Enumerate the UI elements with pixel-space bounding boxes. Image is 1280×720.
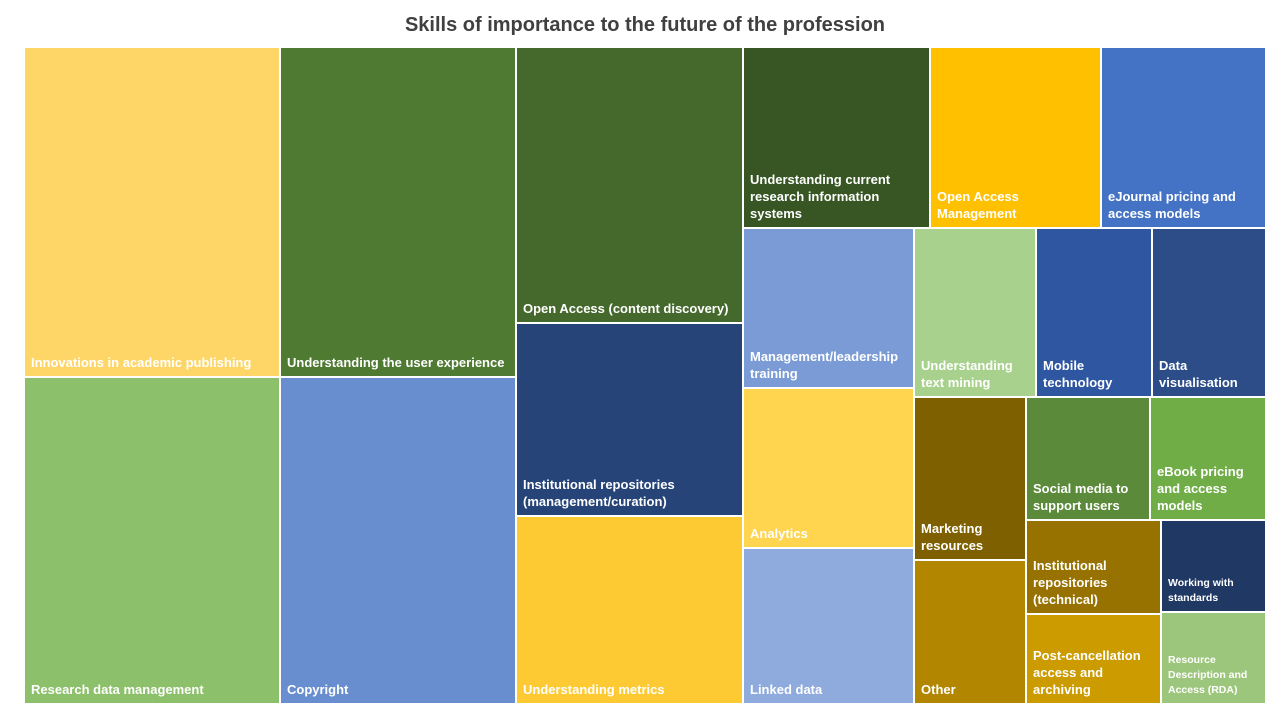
treemap-tile: Linked data	[743, 548, 914, 704]
tile-label: Understanding current research informati…	[750, 172, 891, 221]
tile-label: Understanding text mining	[921, 358, 1013, 390]
treemap-tile: eJournal pricing and access models	[1101, 47, 1266, 228]
tile-label: Social media to support users	[1033, 481, 1129, 513]
treemap-tile: Open Access Management	[930, 47, 1101, 228]
tile-label: Linked data	[750, 682, 823, 697]
treemap-tile: Social media to support users	[1026, 397, 1150, 520]
tile-label: Post-cancellation access and archiving	[1033, 648, 1141, 697]
treemap-tile: Understanding text mining	[914, 228, 1036, 397]
treemap-tile: Resource Description and Access (RDA)	[1161, 612, 1266, 704]
treemap-tile: Institutional repositories (technical)	[1026, 520, 1161, 614]
treemap-tile: Understanding metrics	[516, 516, 743, 704]
tile-label: Innovations in academic publishing	[31, 355, 252, 370]
tile-label: Working with standards	[1168, 577, 1234, 604]
tile-label: Open Access Management	[937, 189, 1019, 221]
treemap-tile: Research data management	[24, 377, 280, 704]
tile-label: Understanding metrics	[523, 682, 665, 697]
treemap-tile: Analytics	[743, 388, 914, 548]
treemap-tile: Institutional repositories (management/c…	[516, 323, 743, 516]
treemap-tile: Understanding current research informati…	[743, 47, 930, 228]
treemap-tile: Open Access (content discovery)	[516, 47, 743, 323]
treemap-tile: Post-cancellation access and archiving	[1026, 614, 1161, 704]
tile-label: Institutional repositories (management/c…	[523, 477, 675, 509]
tile-label: Management/leadership training	[750, 349, 899, 381]
treemap-tile: Management/leadership training	[743, 228, 914, 388]
tile-label: Research data management	[31, 682, 204, 697]
tile-label: Open Access (content discovery)	[523, 301, 729, 316]
treemap-tile: Data visualisation	[1152, 228, 1266, 397]
tile-label: Analytics	[750, 526, 808, 541]
treemap-tile: eBook pricing and access models	[1150, 397, 1266, 520]
chart-title: Skills of importance to the future of th…	[404, 14, 886, 36]
treemap-tile: Marketing resources	[914, 397, 1026, 560]
tile-label: Resource Description and Access (RDA)	[1168, 654, 1248, 696]
tile-label: eJournal pricing and access models	[1108, 189, 1236, 221]
tile-label: Institutional repositories (technical)	[1033, 558, 1108, 607]
treemap-tile: Mobile technology	[1036, 228, 1152, 397]
treemap-tile: Working with standards	[1161, 520, 1266, 612]
treemap-tile: Understanding the user experience	[280, 47, 516, 377]
tile-label: Copyright	[287, 682, 349, 697]
tile-label: Marketing resources	[921, 521, 984, 553]
treemap-tile: Innovations in academic publishing	[24, 47, 280, 377]
tile-label: Other	[921, 682, 956, 697]
treemap-tile: Other	[914, 560, 1026, 704]
tile-label: Understanding the user experience	[287, 355, 505, 370]
tile-label: Data visualisation	[1159, 358, 1238, 390]
tile-label: Mobile technology	[1043, 358, 1113, 390]
treemap-tile: Copyright	[280, 377, 516, 704]
tile-label: eBook pricing and access models	[1157, 464, 1244, 513]
